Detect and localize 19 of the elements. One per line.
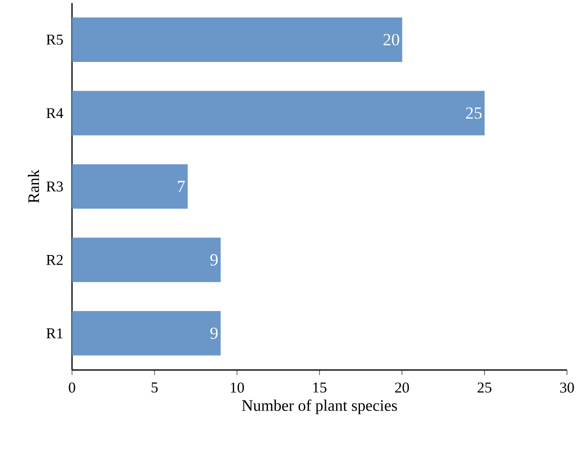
y-tick-label: R2 <box>46 254 63 265</box>
y-tick-label: R3 <box>46 181 63 192</box>
x-tick-label: 25 <box>478 382 492 393</box>
y-tick-label: R1 <box>46 328 63 338</box>
data-label: 7 <box>178 180 185 192</box>
y-tick-label: R5 <box>46 34 63 45</box>
x-axis-title: Number of plant species <box>242 400 397 414</box>
x-tick-label: 20 <box>395 382 409 393</box>
x-tick-label: 30 <box>560 382 574 393</box>
x-tick-label: 15 <box>313 382 326 393</box>
x-tick-label: 0 <box>68 382 76 393</box>
data-label: 9 <box>210 254 218 266</box>
y-axis-title: Rank <box>28 170 40 203</box>
y-tick-label: R4 <box>46 108 64 118</box>
x-tick-label: 10 <box>230 382 244 393</box>
data-label: 9 <box>210 328 218 340</box>
data-label: 25 <box>466 107 482 119</box>
x-tick-label: 5 <box>152 382 158 392</box>
data-label: 20 <box>384 34 400 46</box>
